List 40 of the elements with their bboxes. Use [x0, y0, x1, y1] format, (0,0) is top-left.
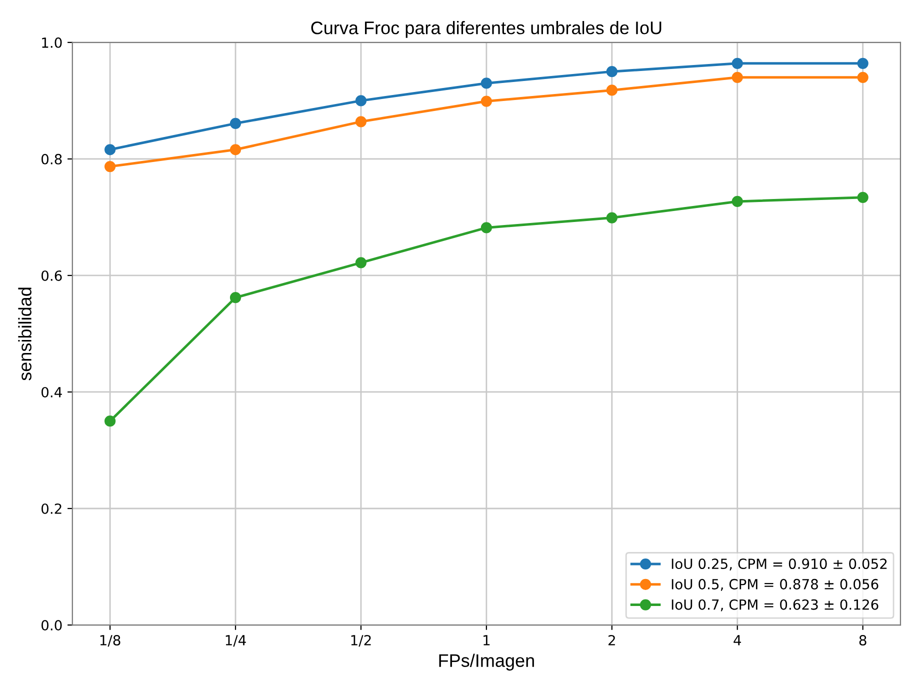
point — [104, 416, 116, 427]
point — [230, 118, 242, 129]
x-tick-label: 4 — [734, 635, 742, 646]
point — [732, 58, 743, 69]
point — [480, 78, 492, 89]
point — [857, 192, 868, 203]
point — [606, 212, 618, 224]
y-tick-label: 0.8 — [42, 154, 62, 164]
point — [355, 95, 367, 106]
point — [857, 58, 868, 69]
point — [480, 96, 492, 107]
point — [355, 116, 367, 128]
y-tick-label: 0.2 — [42, 503, 62, 514]
y-tick-label: 1.0 — [42, 37, 62, 48]
chart-title: Curva Froc para diferentes umbrales de IoU — [311, 21, 662, 38]
point — [732, 72, 743, 83]
x-tick-label: 8 — [859, 634, 866, 646]
y-axis-title: sensibilidad — [18, 288, 32, 380]
point — [230, 144, 242, 156]
x-tick-label: 1/4 — [226, 635, 246, 647]
point — [104, 160, 116, 172]
y-tick-label: 0.4 — [42, 386, 62, 398]
y-tick-label: 0.6 — [42, 270, 62, 281]
point — [732, 196, 743, 208]
point — [230, 292, 242, 304]
point — [104, 144, 116, 156]
point — [355, 257, 367, 268]
legend-label: IoU 0.7, CPM = 0.623 ± 0.126 — [672, 599, 878, 612]
y-tick-label: 0.0 — [42, 620, 62, 630]
x-tick-label: 1/8 — [100, 634, 120, 647]
x-tick-label: 1/2 — [351, 634, 371, 647]
x-tick-label: 1 — [484, 635, 490, 646]
point — [606, 66, 618, 78]
point — [606, 84, 618, 96]
point — [480, 222, 492, 234]
legend-label: IoU 0.5, CPM = 0.878 ± 0.056 — [672, 578, 878, 591]
legend-label: IoU 0.25, CPM = 0.910 ± 0.052 — [672, 558, 887, 570]
x-axis-title: FPs/Imagen — [439, 654, 534, 671]
point — [857, 72, 868, 83]
x-tick-label: 2 — [608, 634, 615, 646]
